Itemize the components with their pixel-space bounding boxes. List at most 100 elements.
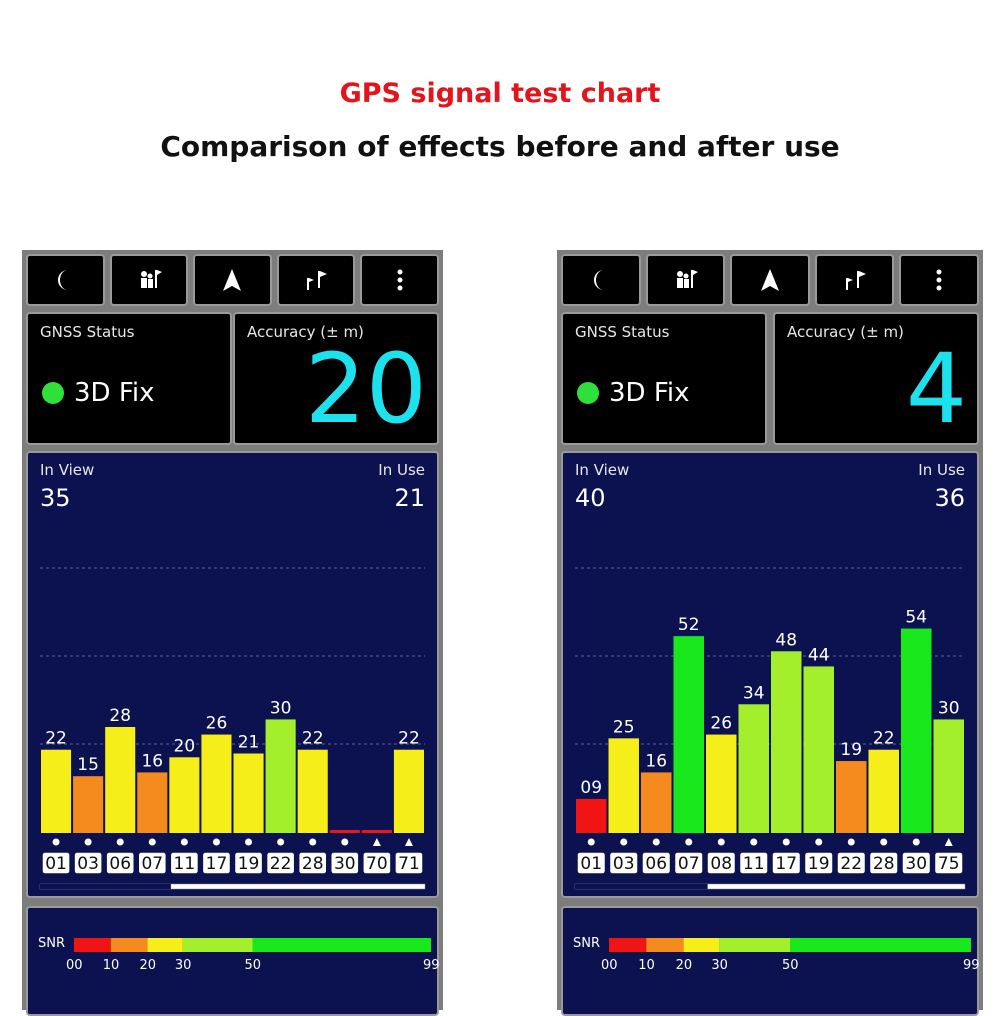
signal-bar — [297, 749, 328, 833]
snr-segment — [74, 938, 111, 952]
signal-bar — [933, 719, 964, 833]
sbas-marker-icon — [944, 838, 953, 846]
night-mode-button[interactable] — [26, 254, 105, 306]
prn-box — [673, 851, 704, 875]
prn-box — [362, 851, 392, 875]
prn-label: 07 — [141, 854, 163, 874]
more-button[interactable] — [360, 254, 439, 306]
bar-value-label: 20 — [174, 736, 196, 756]
prn-label: 28 — [302, 854, 324, 874]
prn-box — [265, 851, 296, 875]
gps-marker-icon — [277, 838, 285, 846]
signal-bar — [105, 727, 136, 833]
toolbar — [26, 254, 439, 306]
more-button[interactable] — [899, 254, 979, 306]
signal-bar — [803, 666, 834, 833]
signal-chart-panel: In View In Use 35 21 22 01 15 03 28 06 16 07 20 1… — [26, 451, 439, 898]
prn-box — [105, 851, 135, 875]
signal-chart-panel: In View In Use 40 36 09 01 25 03 16 06 52 07 26 0… — [561, 451, 979, 898]
prn-label: 28 — [873, 854, 895, 874]
prn-label: 17 — [206, 854, 228, 874]
page-title: GPS signal test chart — [339, 78, 661, 109]
accuracy-value: 4 — [905, 333, 967, 445]
gps-marker-icon — [847, 838, 855, 846]
prn-label: 06 — [645, 854, 667, 874]
snr-tick-label: 10 — [102, 958, 120, 973]
gps-marker-icon — [685, 838, 693, 846]
prn-label: 17 — [775, 854, 797, 874]
signal-bar — [233, 753, 264, 833]
signal-bar — [608, 738, 639, 833]
moon-icon — [593, 270, 604, 290]
status-button[interactable] — [645, 254, 726, 306]
signal-bar — [836, 761, 867, 833]
sbas-marker-icon — [372, 838, 381, 846]
snr-tick-label: 10 — [638, 958, 655, 973]
bar-value-label: 22 — [302, 729, 324, 749]
page-subtitle: Comparison of effects before and after u… — [160, 130, 840, 163]
gps-marker-icon — [341, 838, 349, 846]
map-button[interactable] — [193, 254, 272, 306]
scroll-thumb[interactable] — [575, 884, 708, 889]
signal-bar — [137, 772, 168, 833]
phone-before: GNSS Status 3D Fix Accuracy (± m) 20 In … — [22, 250, 443, 1016]
route-flags-icon — [845, 271, 866, 290]
snr-tick-label: 99 — [963, 958, 980, 973]
snr-tick-label: 00 — [66, 958, 83, 973]
gps-marker-icon — [52, 838, 60, 846]
prn-label: 07 — [678, 854, 700, 874]
snr-color-scale — [74, 938, 431, 952]
in-view-label: In View — [575, 461, 630, 479]
prn-box — [706, 851, 737, 875]
route-button[interactable] — [814, 254, 895, 306]
signal-bar — [771, 651, 802, 833]
snr-segment — [683, 938, 720, 952]
snr-legend-panel: SNR 00 10 20 30 50 99 — [561, 906, 980, 1016]
in-view-value: 35 — [40, 484, 71, 512]
snr-segment — [719, 938, 790, 952]
scroll-thumb[interactable] — [40, 884, 171, 889]
bar-value-label: 28 — [109, 706, 131, 726]
prn-label: 30 — [334, 854, 356, 874]
signal-bar — [576, 798, 607, 833]
snr-color-scale — [609, 938, 971, 952]
status-button[interactable] — [109, 254, 189, 306]
gps-marker-icon — [116, 838, 124, 846]
snr-segment — [646, 938, 684, 952]
gnss-status-label: GNSS Status — [40, 323, 135, 341]
in-view-value: 40 — [575, 484, 606, 512]
snr-label: SNR — [38, 936, 66, 951]
map-button[interactable] — [730, 254, 810, 306]
prn-box — [836, 851, 867, 875]
signal-bar-chart: 22 01 15 03 28 06 16 07 20 11 26 17 21 19 30 22 22 28 30 70… — [39, 567, 426, 890]
signal-bar — [868, 749, 899, 833]
fix-status: 3D Fix — [42, 378, 155, 408]
route-flags-icon — [307, 271, 328, 290]
gnss-status-card: GNSS Status 3D Fix — [26, 312, 232, 445]
prn-label: 03 — [77, 854, 99, 874]
in-view-label: In View — [40, 461, 95, 479]
signal-bar — [361, 830, 392, 833]
gps-marker-icon — [587, 838, 595, 846]
gps-marker-icon — [782, 838, 790, 846]
bar-value-label: 22 — [873, 729, 895, 749]
bar-value-label: 15 — [77, 755, 99, 775]
bar-value-label: 16 — [645, 751, 667, 771]
gps-marker-icon — [750, 838, 758, 846]
fix-text: 3D Fix — [74, 378, 155, 408]
signal-bar — [201, 734, 232, 833]
navigation-arrow-icon — [760, 269, 779, 291]
prn-label: 06 — [109, 854, 131, 874]
snr-label: SNR — [573, 936, 601, 951]
route-button[interactable] — [276, 254, 356, 306]
prn-box — [169, 851, 200, 875]
signal-bar — [393, 749, 424, 833]
gps-marker-icon — [84, 838, 92, 846]
bar-value-label: 19 — [840, 740, 862, 760]
in-use-label: In Use — [378, 461, 425, 479]
gps-marker-icon — [880, 838, 888, 846]
gnss-status-card: GNSS Status 3D Fix — [561, 312, 767, 445]
gps-marker-icon — [180, 838, 188, 846]
prn-label: 03 — [613, 854, 635, 874]
night-mode-button[interactable] — [561, 254, 641, 306]
